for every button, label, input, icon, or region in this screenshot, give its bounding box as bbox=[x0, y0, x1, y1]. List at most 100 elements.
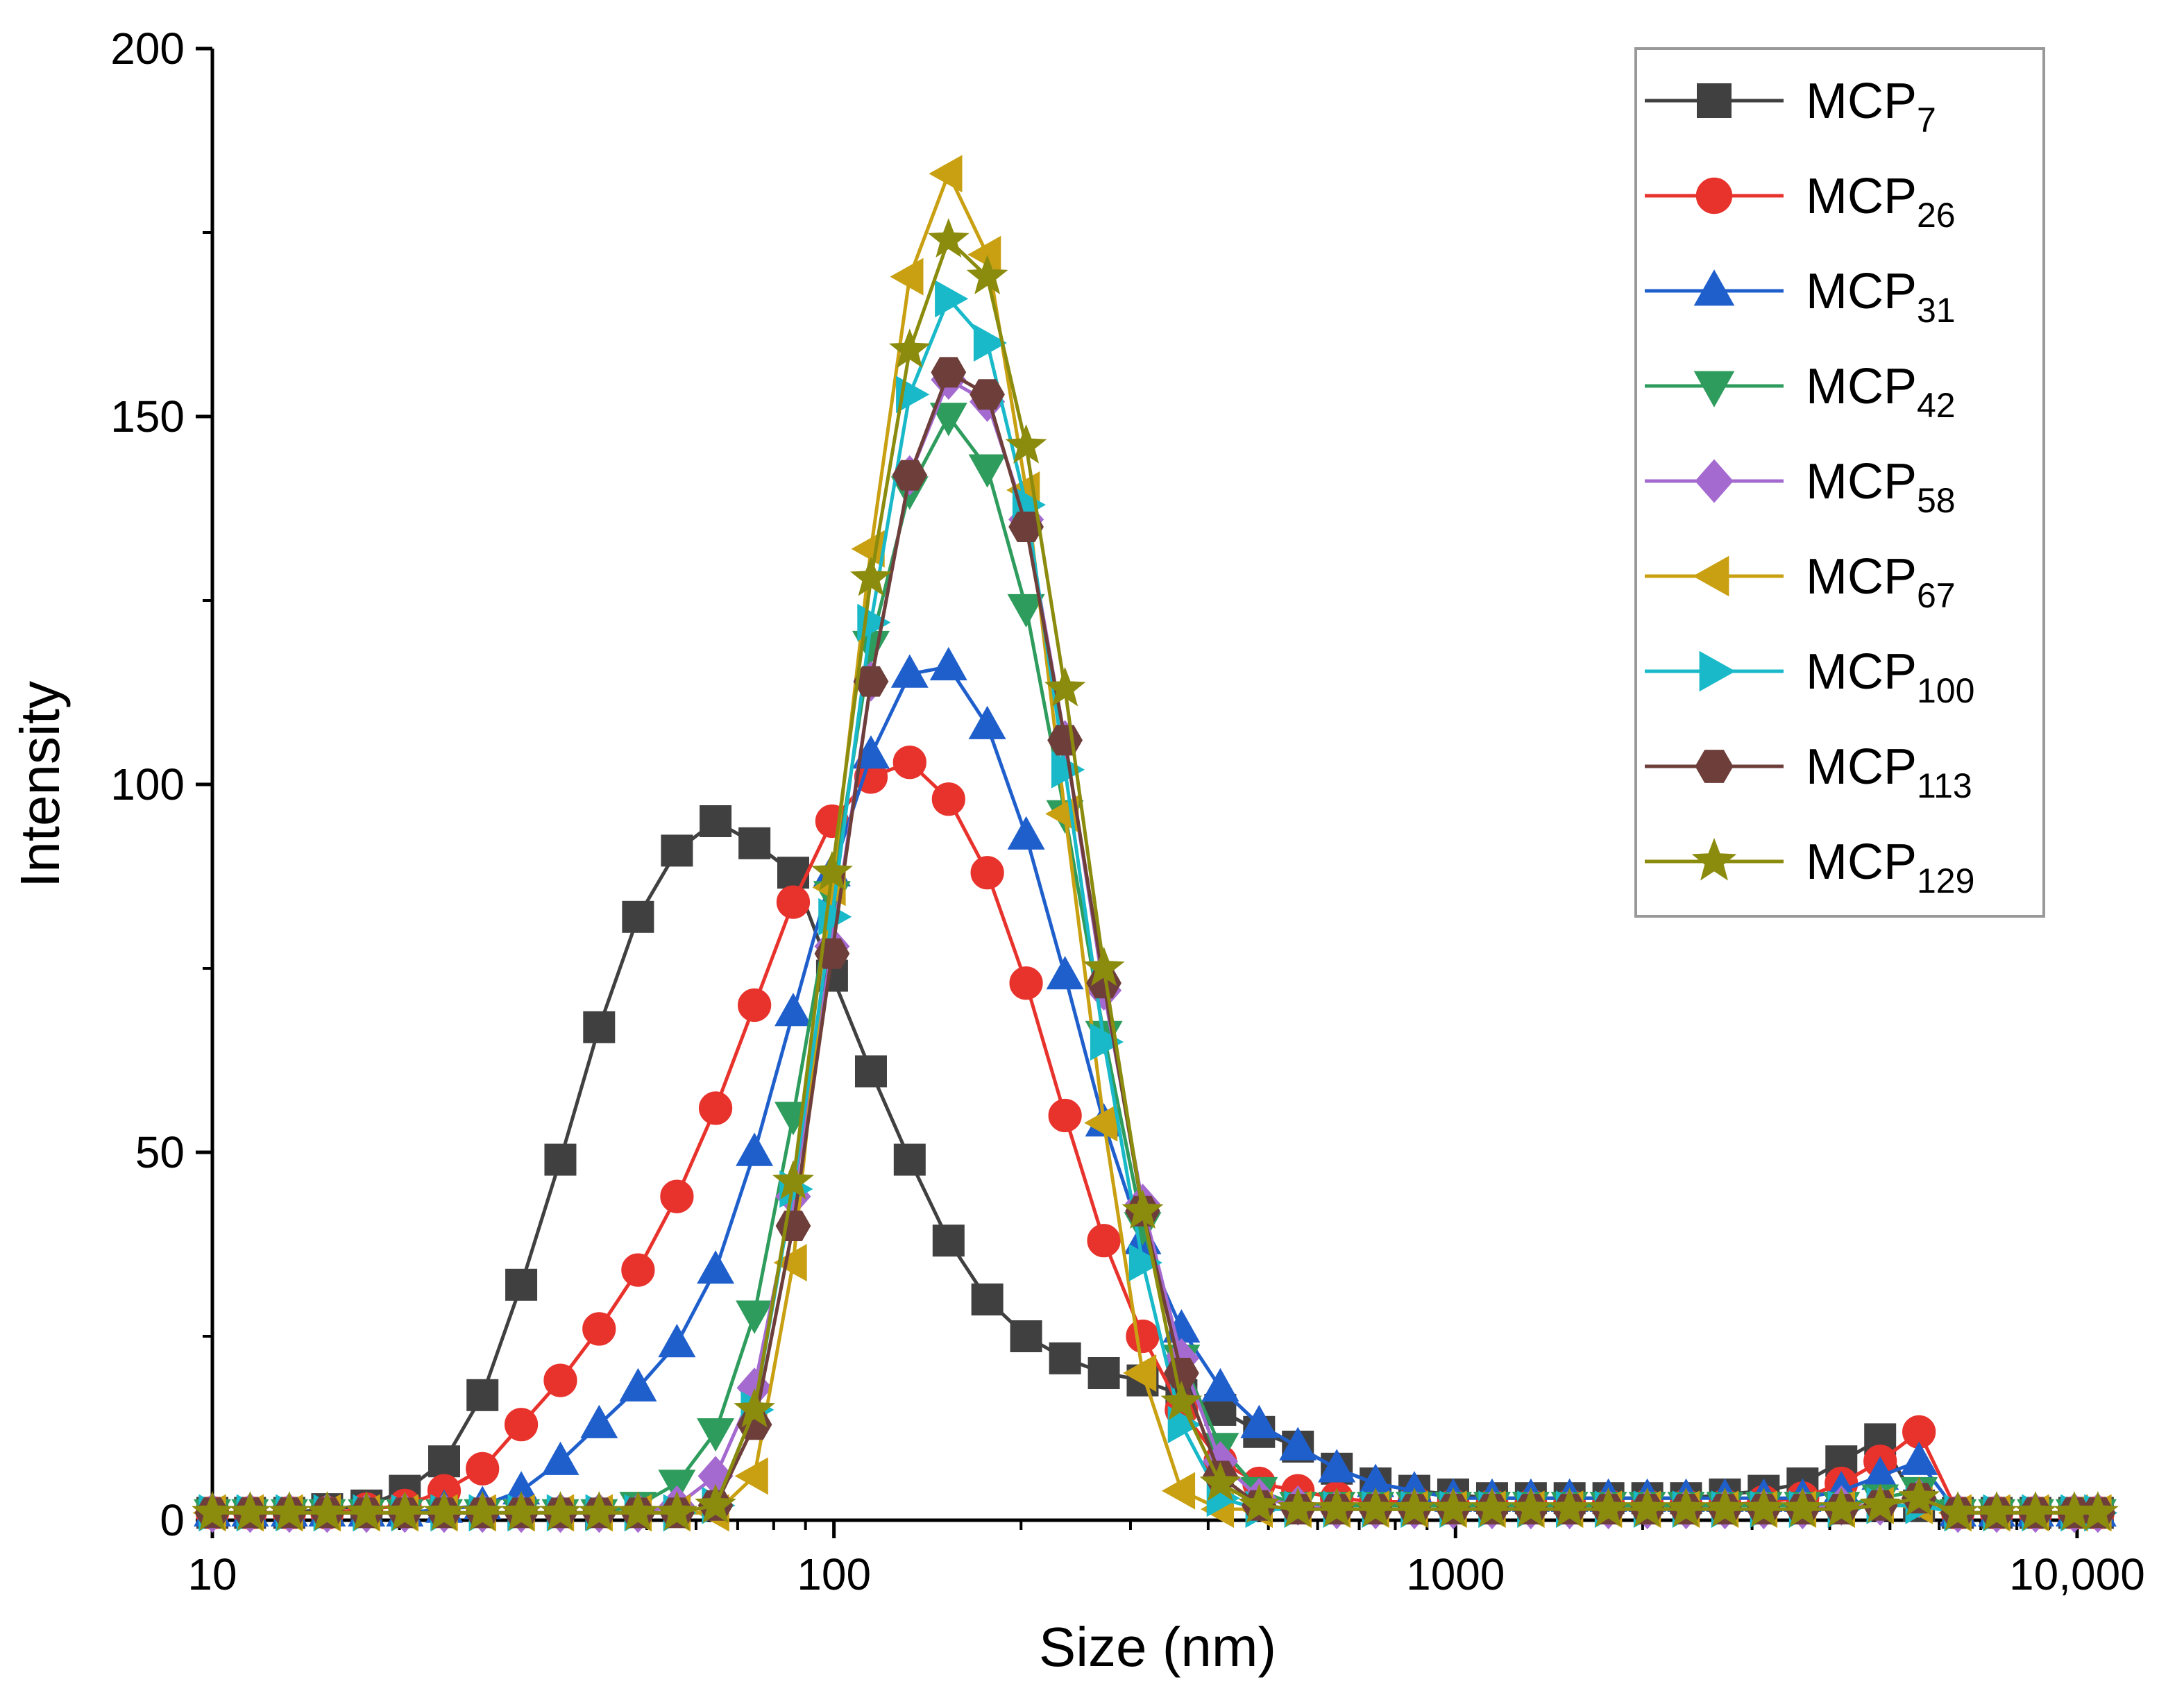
legend-label-subscript: 31 bbox=[1917, 291, 1956, 330]
data-point bbox=[1238, 1483, 1280, 1524]
data-point bbox=[1007, 816, 1045, 850]
data-point bbox=[1859, 1483, 1902, 1524]
data-point bbox=[738, 988, 772, 1022]
data-point bbox=[893, 1143, 926, 1176]
x-tick-label: 1000 bbox=[1406, 1549, 1505, 1599]
data-point bbox=[621, 1253, 655, 1287]
data-point bbox=[927, 218, 970, 258]
x-tick-label: 10 bbox=[187, 1549, 237, 1599]
legend-label: MCP31 bbox=[1806, 264, 1956, 330]
data-point bbox=[1128, 1243, 1162, 1282]
data-point bbox=[617, 1490, 659, 1531]
legend-marker bbox=[1691, 837, 1737, 881]
data-point bbox=[466, 1451, 500, 1486]
legend-label-name: MCP bbox=[1806, 169, 1917, 224]
data-point bbox=[1277, 1487, 1319, 1527]
legend-label-subscript: 7 bbox=[1917, 101, 1936, 140]
data-point bbox=[854, 1055, 887, 1088]
y-tick-label: 150 bbox=[110, 392, 185, 441]
legend-label-subscript: 113 bbox=[1917, 766, 1972, 805]
legend-label-subscript: 100 bbox=[1917, 671, 1974, 710]
data-point bbox=[971, 1284, 1004, 1315]
data-point bbox=[1123, 1354, 1157, 1392]
data-point bbox=[1548, 1487, 1591, 1527]
data-point bbox=[1394, 1487, 1435, 1527]
y-ticks: 0 50 100 150 200 bbox=[110, 24, 212, 1545]
data-point bbox=[1009, 966, 1043, 1000]
data-point bbox=[1937, 1490, 1979, 1531]
data-point bbox=[1049, 1342, 1081, 1374]
data-point bbox=[775, 1211, 811, 1241]
data-point bbox=[892, 746, 926, 780]
y-tick-label: 0 bbox=[160, 1495, 185, 1545]
legend-label-name: MCP bbox=[1806, 834, 1917, 890]
legend-item: MCP129 bbox=[1645, 834, 1974, 900]
series-group bbox=[192, 155, 2119, 1533]
y-axis-title: Intensity bbox=[9, 681, 71, 888]
data-point bbox=[697, 1250, 735, 1284]
data-point bbox=[968, 705, 1006, 739]
data-point bbox=[462, 1490, 504, 1531]
data-point bbox=[892, 460, 928, 491]
data-point bbox=[619, 1367, 657, 1402]
data-point bbox=[1010, 1320, 1042, 1352]
data-point bbox=[1044, 666, 1086, 707]
legend-label-subscript: 42 bbox=[1917, 386, 1956, 425]
data-point bbox=[695, 1483, 736, 1524]
legend-label: MCP100 bbox=[1806, 644, 1974, 710]
data-point bbox=[1046, 956, 1084, 990]
data-point bbox=[1704, 1487, 1746, 1527]
data-point bbox=[656, 1490, 698, 1531]
data-point bbox=[973, 323, 1008, 362]
data-point bbox=[850, 556, 892, 596]
x-axis-title: Size (nm) bbox=[1039, 1616, 1276, 1678]
data-point bbox=[931, 782, 965, 816]
data-point bbox=[1510, 1487, 1552, 1527]
data-point bbox=[929, 403, 967, 437]
legend-item: MCP26 bbox=[1645, 169, 1956, 235]
data-point bbox=[929, 155, 963, 193]
data-point bbox=[1743, 1487, 1785, 1527]
data-point bbox=[1090, 1022, 1124, 1061]
data-point bbox=[734, 1457, 768, 1495]
data-point bbox=[931, 357, 967, 388]
data-point bbox=[1318, 1449, 1356, 1483]
y-tick-label: 200 bbox=[110, 24, 185, 74]
data-point bbox=[1432, 1487, 1474, 1527]
legend-marker bbox=[1695, 459, 1734, 503]
data-point bbox=[505, 1268, 538, 1301]
data-point bbox=[1201, 1367, 1239, 1402]
x-tick-label: 10,000 bbox=[2009, 1549, 2145, 1599]
data-point bbox=[772, 1159, 814, 1200]
legend-label: MCP26 bbox=[1806, 169, 1956, 235]
legend-label-name: MCP bbox=[1806, 739, 1917, 795]
data-point bbox=[1160, 1380, 1203, 1420]
data-point bbox=[661, 834, 693, 867]
data-point bbox=[660, 1179, 694, 1213]
data-point bbox=[192, 1490, 233, 1531]
data-point bbox=[346, 1490, 387, 1531]
data-point bbox=[1121, 1189, 1164, 1229]
legend-label-name: MCP bbox=[1806, 454, 1917, 510]
data-point bbox=[543, 1363, 577, 1397]
data-point bbox=[2077, 1490, 2119, 1531]
data-point bbox=[1167, 1406, 1201, 1444]
data-point bbox=[698, 1091, 733, 1125]
data-point bbox=[582, 1312, 616, 1346]
legend-item: MCP113 bbox=[1645, 739, 1972, 805]
data-point bbox=[736, 1132, 774, 1166]
legend-item: MCP31 bbox=[1645, 264, 1956, 330]
data-point bbox=[1161, 1472, 1196, 1510]
data-point bbox=[935, 280, 969, 318]
data-point bbox=[306, 1490, 348, 1531]
data-point bbox=[1471, 1487, 1513, 1527]
data-point bbox=[932, 1224, 965, 1257]
data-point bbox=[736, 1300, 774, 1334]
data-point bbox=[1898, 1476, 1940, 1516]
data-point bbox=[1316, 1487, 1358, 1527]
legend-marker bbox=[1697, 83, 1732, 118]
data-point bbox=[1199, 1461, 1242, 1501]
data-point bbox=[504, 1408, 539, 1442]
data-point bbox=[1820, 1487, 1863, 1527]
